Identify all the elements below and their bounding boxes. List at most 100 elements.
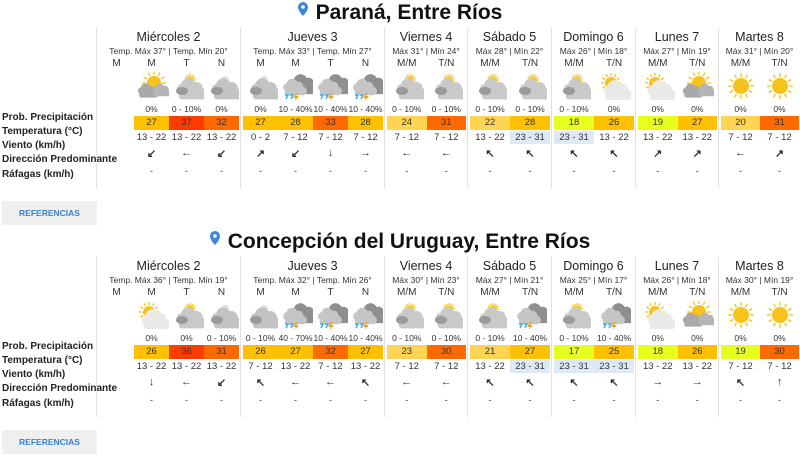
- period-column: M/M 0 - 10% 22 13 - 22 ↖ -: [470, 28, 511, 188]
- cloudy-sun-icon: [429, 301, 467, 329]
- period-column: T 10 - 40% 32 7 - 12 ← -: [313, 257, 354, 417]
- period-label: M/M: [648, 287, 668, 298]
- temperature-cell: 32: [313, 345, 348, 359]
- period-column: T/N 0% 26 13 - 22 ↖ -: [594, 28, 634, 188]
- wind-direction-arrow-icon: ↖: [609, 148, 619, 160]
- partly-cloudy-icon: [641, 72, 677, 101]
- period-label: M: [291, 287, 300, 298]
- wind-gusts: -: [329, 395, 332, 405]
- wind-direction-arrow-icon: ↖: [485, 377, 495, 389]
- period-label: M/M: [730, 58, 751, 69]
- precip-prob: 0 - 10%: [515, 104, 545, 114]
- label-temperature: Temperatura (°C): [2, 126, 83, 137]
- period-column: M/M 0 - 10% 23 7 - 12 ← -: [387, 257, 428, 417]
- wind-speed: 13 - 22: [206, 132, 237, 143]
- wind-speed: 13 - 22: [642, 132, 673, 143]
- wind-speed: 13 - 22: [136, 361, 167, 372]
- wind-gusts: -: [656, 395, 660, 405]
- label-wind: Viento (km/h): [2, 369, 66, 380]
- precip-prob: 0 - 10%: [475, 104, 505, 114]
- precip-prob: 10 - 40%: [348, 333, 383, 343]
- precip-prob: 0%: [145, 333, 158, 343]
- storm-icon: [314, 301, 354, 331]
- sunny-icon: [724, 301, 758, 329]
- precip-prob: 0%: [180, 333, 193, 343]
- cloudy-night-icon: [244, 301, 281, 329]
- wind-speed: 13 - 22: [475, 132, 505, 143]
- references-button[interactable]: REFERENCIAS: [2, 430, 97, 454]
- wind-speed: 23 - 31: [510, 131, 550, 144]
- wind-speed: 7 - 12: [434, 132, 459, 143]
- period-label: T: [183, 287, 190, 298]
- partly-cloudy-icon: [597, 72, 633, 101]
- label-precip-prob: Prob. Precipitación: [2, 341, 94, 352]
- partly-cloudy-icon: [135, 301, 171, 330]
- wind-gusts: -: [739, 395, 742, 405]
- period-column: M 0% 26 13 - 22 ↓ -: [134, 257, 171, 417]
- temperature-cell: 19: [638, 116, 678, 130]
- wind-speed: 13 - 22: [171, 361, 202, 372]
- wind-direction-arrow-icon: ↖: [485, 148, 495, 160]
- label-wind-direction: Dirección Predominante: [2, 154, 118, 165]
- wind-speed: 7 - 12: [353, 132, 378, 143]
- wind-speed: 13 - 22: [475, 361, 505, 372]
- wind-speed: 7 - 12: [728, 132, 753, 143]
- temperature-cell: 27: [134, 116, 169, 130]
- temperature-cell: 31: [204, 345, 239, 359]
- wind-speed: 7 - 12: [318, 132, 343, 143]
- precip-prob: 0%: [734, 104, 747, 114]
- period-label: T/N: [438, 287, 455, 298]
- storm-icon: [349, 72, 389, 102]
- wind-speed: 13 - 22: [171, 132, 202, 143]
- period-label: T/N: [605, 287, 623, 298]
- wind-direction-arrow-icon: ↙: [216, 377, 227, 389]
- period-label: M: [256, 58, 265, 69]
- wind-speed: 0 - 2: [250, 132, 270, 143]
- wind-gusts: -: [329, 166, 332, 176]
- period-label: M/M: [480, 287, 500, 298]
- day-name: Sábado 5: [482, 259, 537, 273]
- day-max-min: Máx 27° | Mín 19°: [643, 46, 711, 56]
- temperature-cell: 27: [348, 345, 383, 359]
- location-name: Paraná, Entre Ríos: [315, 1, 503, 24]
- period-column: N 0% 32 13 - 22 ↙ -: [204, 28, 242, 188]
- precip-prob: 0 - 10%: [245, 333, 276, 343]
- references-button[interactable]: REFERENCIAS: [2, 201, 97, 225]
- period-column: M/M 0% 19 13 - 22 ↗ -: [638, 28, 678, 188]
- wind-direction-arrow-icon: ↖: [255, 377, 266, 389]
- period-label: T/N: [521, 58, 539, 69]
- wind-direction-arrow-icon: ↙: [146, 148, 157, 160]
- precip-prob: 10 - 40%: [313, 104, 348, 114]
- day-column: Lunes 7 Máx 26° | Mín 18° M/M 0% 18 13 - 22 → -…: [635, 257, 718, 417]
- wind-gusts: -: [528, 395, 532, 405]
- period-column: M 0% 27 13 - 22 ↙ -: [134, 28, 171, 188]
- period-column: T/N 10 - 40% 25 23 - 31 ↖ -: [594, 257, 637, 417]
- wind-speed: 13 - 22: [642, 361, 673, 372]
- precip-prob: 0%: [691, 333, 704, 343]
- wind-direction-arrow-icon: ←: [325, 376, 336, 388]
- period-label: M/M: [648, 58, 668, 69]
- period-column: M 40 - 70% 27 13 - 22 ← -: [278, 257, 319, 417]
- cloudy-sun-icon: [473, 72, 511, 100]
- partly-cloudy-icon: [641, 301, 677, 330]
- temperature-cell: 27: [510, 345, 550, 359]
- temperature-cell: 20: [721, 116, 760, 130]
- temperature-cell: 24: [387, 116, 427, 130]
- wind-gusts: -: [294, 395, 297, 405]
- period-column: M/M 0 - 10% 21 13 - 22 ↖ -: [470, 257, 511, 417]
- period-label: M: [112, 58, 121, 69]
- period-column: T/N 0 - 10% 28 23 - 31 ↖ -: [510, 28, 551, 188]
- period-label: T/N: [689, 287, 706, 298]
- wind-gusts: -: [220, 395, 223, 405]
- sunny-icon: [763, 301, 797, 329]
- period-label: M: [112, 287, 121, 298]
- wind-gusts: -: [572, 166, 576, 176]
- cloudy-sun-icon: [429, 72, 467, 100]
- period-label: M/M: [564, 287, 584, 298]
- day-name: Domingo 6: [563, 259, 624, 273]
- day-column: Miércoles 2 Temp. Máx 37° | Temp. Mín 20°…: [96, 28, 242, 188]
- wind-direction-arrow-icon: →: [691, 376, 703, 388]
- wind-gusts: -: [488, 166, 492, 176]
- wind-speed: 13 - 22: [682, 132, 713, 143]
- cloudy-sun-icon: [170, 72, 207, 100]
